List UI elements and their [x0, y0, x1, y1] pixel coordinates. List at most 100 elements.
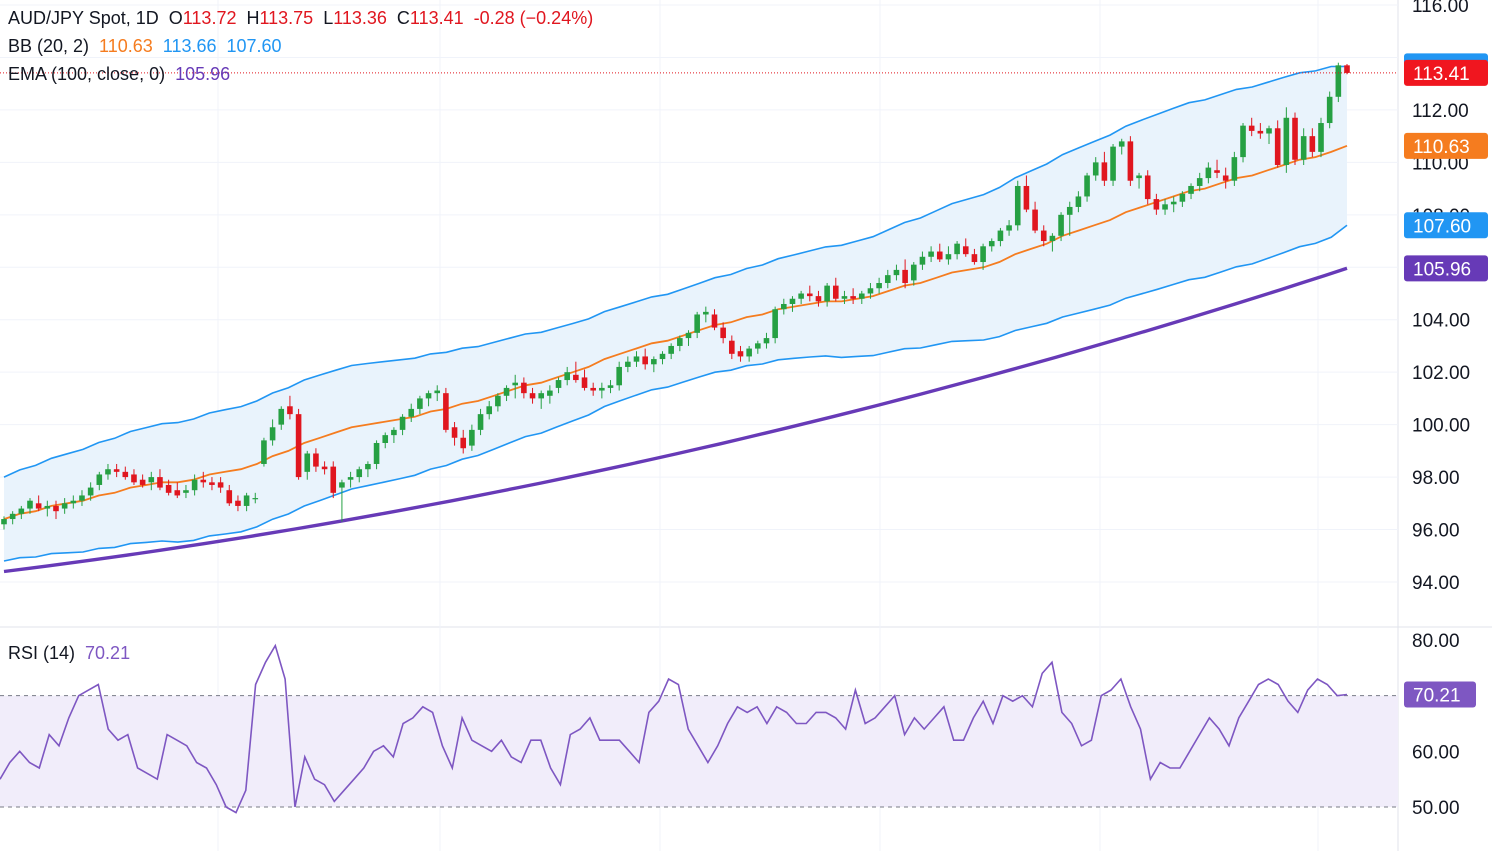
- close-value: 113.41: [409, 8, 464, 28]
- candle-body: [1222, 175, 1229, 181]
- candle-body: [105, 469, 111, 475]
- candle-body: [243, 495, 250, 506]
- price-tick-label: 116.00: [1412, 0, 1469, 17]
- price-tag-label: 105.96: [1413, 259, 1471, 280]
- candle-body: [512, 382, 519, 386]
- rsi-tick-label: 60.00: [1412, 742, 1460, 763]
- candle-body: [1006, 225, 1012, 231]
- candle-body: [694, 314, 700, 333]
- candle-body: [711, 314, 718, 328]
- candle-body: [581, 377, 588, 388]
- candle-body: [1, 519, 7, 525]
- open-value: 113.72: [182, 8, 237, 28]
- candle-body: [469, 429, 475, 446]
- open-label: O: [168, 8, 183, 28]
- candle-body: [451, 427, 458, 438]
- ema-label: EMA (100, close, 0): [8, 64, 166, 84]
- candle-body: [1335, 65, 1342, 97]
- candle-body: [1170, 201, 1177, 205]
- candle-body: [443, 393, 449, 430]
- candle-body: [815, 296, 822, 302]
- candle-body: [962, 246, 969, 255]
- candle-body: [1257, 130, 1264, 134]
- legend-ema: EMA (100, close, 0) 105.96: [8, 64, 230, 85]
- candle-body: [217, 482, 224, 488]
- candle-body: [174, 490, 181, 496]
- price-tick-label: 102.00: [1412, 363, 1470, 384]
- candle-body: [1188, 185, 1194, 194]
- candle-body: [408, 408, 415, 417]
- candle-body: [122, 471, 129, 478]
- candle-body: [1032, 209, 1038, 231]
- price-tag-bg: [1404, 132, 1488, 159]
- candle-body: [1144, 175, 1151, 200]
- change-value: -0.28 (−0.24%): [473, 8, 594, 28]
- candle-body: [35, 503, 42, 509]
- candle-body: [417, 398, 423, 409]
- candle-body: [313, 453, 319, 467]
- candle-body: [295, 414, 302, 478]
- candle-body: [1309, 136, 1316, 152]
- candle-body: [139, 479, 146, 485]
- price-tag-bg: [1404, 212, 1488, 239]
- candle-body: [70, 500, 77, 504]
- candle-body: [1318, 123, 1324, 152]
- price-tag-bg: [1404, 59, 1488, 86]
- candle-body: [807, 293, 813, 297]
- candle-body: [79, 495, 85, 501]
- candle-body: [486, 406, 493, 415]
- candle-body: [278, 408, 285, 425]
- candle-body: [425, 393, 432, 399]
- price-tag-bg: [1404, 255, 1488, 282]
- candle-body: [737, 351, 744, 357]
- price-tick-label: 104.00: [1412, 311, 1470, 332]
- candle-body: [746, 348, 752, 357]
- candle-body: [1110, 146, 1116, 181]
- candle-body: [599, 387, 605, 391]
- close-label: C: [396, 8, 410, 28]
- candle-body: [113, 469, 120, 472]
- bb-lower-value: 107.60: [226, 36, 282, 56]
- candle-body: [1092, 162, 1099, 176]
- candle-body: [9, 513, 16, 520]
- candle-body: [226, 490, 233, 504]
- price-axis: 116.00112.00110.00108.00104.00102.00100.…: [1412, 0, 1470, 594]
- candle-body: [399, 416, 406, 430]
- candle-body: [434, 390, 441, 394]
- candle-body: [261, 440, 267, 464]
- rsi-line: [0, 643, 1348, 814]
- candle-body: [954, 243, 960, 255]
- candle-body: [209, 482, 215, 485]
- candle-body: [165, 484, 172, 493]
- candle-body: [1326, 96, 1333, 124]
- candle-body: [529, 393, 536, 399]
- legend-rsi: RSI (14) 70.21: [8, 643, 130, 664]
- candle-body: [633, 356, 640, 362]
- price-tick-label: 98.00: [1412, 468, 1460, 489]
- candle-body: [330, 466, 337, 493]
- bb-basis-line: [3, 144, 1348, 520]
- high-value: 113.75: [259, 8, 314, 28]
- candle-body: [1283, 117, 1290, 165]
- candle-body: [365, 463, 371, 470]
- candle-body: [1300, 136, 1307, 160]
- rsi-value: 70.21: [85, 643, 131, 663]
- price-tick-label: 112.00: [1412, 101, 1469, 122]
- candle-body: [772, 309, 778, 339]
- candle-body: [391, 429, 397, 436]
- bb-upper-value: 113.66: [162, 36, 217, 56]
- candle-body: [590, 387, 596, 391]
- candle-body: [555, 380, 562, 388]
- candle-body: [1075, 196, 1082, 207]
- candle-body: [841, 296, 848, 299]
- candle-body: [971, 254, 978, 263]
- candle-body: [1231, 157, 1238, 181]
- candle-body: [1162, 204, 1168, 210]
- candle-body: [573, 374, 579, 381]
- candle-body: [200, 479, 207, 483]
- candle-body: [547, 390, 553, 396]
- low-label: L: [323, 8, 334, 28]
- candle-body: [884, 275, 891, 284]
- candle-body: [651, 359, 657, 365]
